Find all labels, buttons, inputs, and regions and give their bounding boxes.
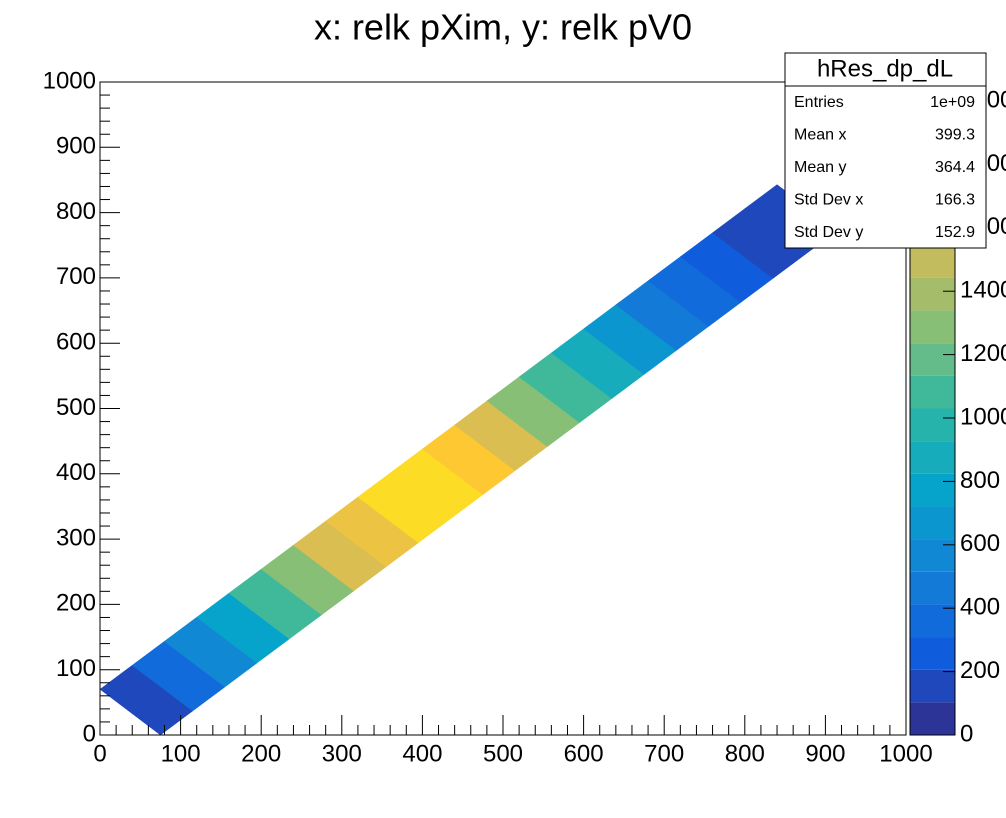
colorbar-band (910, 310, 955, 344)
x-tick-label: 0 (93, 740, 106, 767)
z-tick-label: 1400 (960, 277, 1006, 304)
colorbar-band (910, 539, 955, 572)
stats-box: hRes_dp_dL Entries 1e+09 Mean x 399.3 Mean y 3… (784, 52, 987, 249)
stats-label: Mean x (794, 127, 846, 144)
colorbar-band (910, 506, 955, 540)
colorbar-band (910, 343, 955, 376)
colorbar-band (910, 637, 955, 670)
y-tick-label: 300 (56, 524, 96, 551)
x-tick-label: 400 (402, 740, 442, 767)
x-tick-label: 700 (644, 740, 684, 767)
x-tick-label: 100 (161, 740, 201, 767)
stats-value: 1e+09 (930, 94, 975, 111)
y-tick-label: 0 (83, 720, 96, 747)
colorbar-band (910, 277, 955, 311)
z-tick-label: 1200 (960, 340, 1006, 367)
stats-label: Entries (794, 94, 844, 111)
colorbar-band (910, 702, 955, 735)
colorbar-band (910, 245, 955, 278)
colorbar-band (910, 441, 955, 474)
y-tick-label: 400 (56, 459, 96, 486)
y-tick-label: 800 (56, 198, 96, 225)
z-tick-label: 0 (960, 720, 973, 747)
chart-title: x: relk pXim, y: relk pV0 (314, 7, 692, 48)
z-tick-label: 400 (960, 594, 1000, 621)
colorbar-band (910, 408, 955, 442)
z-tick-label: 200 (960, 657, 1000, 684)
x-tick-label: 500 (483, 740, 523, 767)
stats-value: 166.3 (935, 192, 975, 209)
y-tick-label: 900 (56, 133, 96, 160)
y-tick-label: 600 (56, 329, 96, 356)
z-tick-label: 800 (960, 467, 1000, 494)
colorbar-band (910, 473, 955, 507)
x-tick-label: 900 (805, 740, 845, 767)
stats-label: Std Dev x (794, 192, 863, 209)
y-tick-label: 500 (56, 394, 96, 421)
stats-label: Std Dev y (794, 224, 863, 241)
y-tick-label: 1000 (43, 67, 96, 94)
x-tick-label: 1000 (879, 740, 932, 767)
plot-area (100, 184, 838, 735)
y-tick-label: 200 (56, 590, 96, 617)
z-tick-label: 1000 (960, 403, 1006, 430)
stats-label: Mean y (794, 159, 846, 176)
stats-title: hRes_dp_dL (817, 55, 953, 82)
colorbar-band (910, 375, 955, 409)
stats-value: 152.9 (935, 224, 975, 241)
x-tick-label: 600 (564, 740, 604, 767)
colorbar-band (910, 571, 955, 605)
z-tick-label: 600 (960, 530, 1000, 557)
colorbar-band (910, 669, 955, 703)
x-tick-label: 800 (725, 740, 765, 767)
x-tick-label: 300 (322, 740, 362, 767)
y-tick-label: 100 (56, 655, 96, 682)
x-tick-label: 200 (241, 740, 281, 767)
colorbar-band (910, 604, 955, 638)
stats-value: 399.3 (935, 127, 975, 144)
y-tick-label: 700 (56, 263, 96, 290)
stats-value: 364.4 (935, 159, 975, 176)
